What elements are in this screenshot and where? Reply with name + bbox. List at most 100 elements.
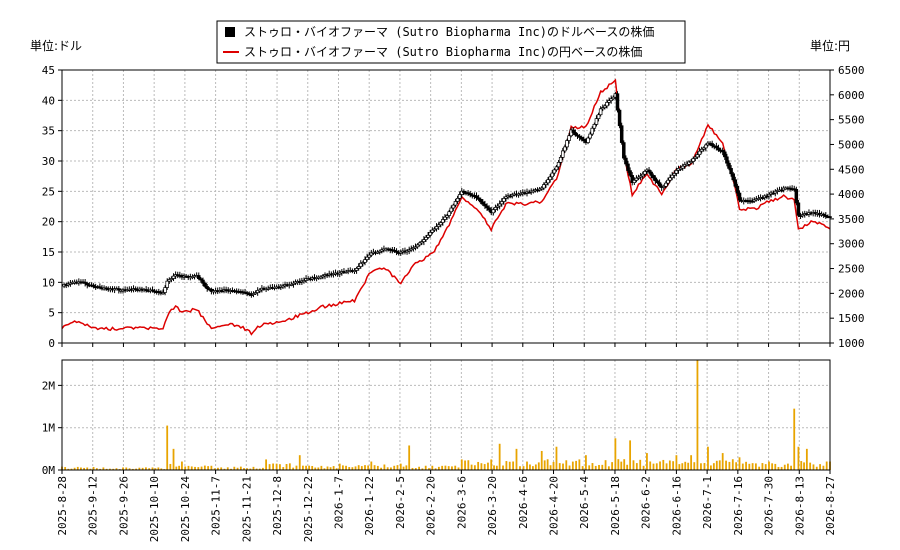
volume-bar	[399, 463, 402, 470]
volume-bar	[223, 468, 226, 470]
volume-bar	[308, 465, 311, 470]
volume-bar	[649, 461, 652, 470]
volume-bar	[451, 466, 453, 470]
volume-bar	[571, 461, 574, 470]
volume-bar	[754, 463, 757, 470]
volume-bar	[790, 465, 792, 470]
usd-candle-body	[434, 226, 439, 230]
usd-candle-body	[760, 197, 765, 199]
usd-candle-body	[640, 173, 645, 177]
volume-bar	[552, 461, 555, 470]
usd-candle-body	[561, 150, 565, 158]
usd-candle-body	[674, 170, 679, 174]
usd-candle-body	[727, 162, 731, 169]
usd-candle-body	[495, 205, 500, 208]
volume-bar	[819, 464, 821, 470]
usd-candle-body	[672, 173, 677, 176]
volume-bar	[226, 467, 229, 470]
volume-bar	[207, 466, 210, 470]
volume-bar	[282, 467, 285, 470]
volume-bar	[761, 463, 764, 470]
usd-candle-body	[548, 176, 552, 181]
usd-candle-body	[117, 288, 121, 291]
volume-bar	[441, 465, 444, 470]
usd-candle-body	[476, 197, 481, 200]
usd-candle-body	[563, 146, 567, 152]
volume-bar	[467, 460, 470, 470]
usd-candle-body	[651, 175, 656, 179]
usd-candle-body	[500, 201, 504, 205]
usd-candle-body	[491, 209, 496, 214]
volume-bar	[70, 468, 73, 470]
volume-bar	[447, 466, 450, 470]
volume-bar	[710, 465, 712, 470]
volume-bar	[534, 464, 537, 470]
volume-bar	[777, 466, 780, 470]
usd-candle-body	[800, 214, 805, 217]
volume-bar	[771, 463, 774, 470]
usd-candle-body	[394, 250, 399, 253]
usd-candle-body	[508, 195, 512, 198]
volume-bar	[626, 464, 629, 470]
usd-candle-body	[552, 169, 557, 174]
date-tick-label: 2025-11-21	[240, 476, 253, 542]
volume-bar	[672, 461, 675, 470]
usd-candle-body	[720, 150, 725, 153]
volume-bar	[138, 467, 141, 470]
date-tick-label: 2025-9-12	[87, 476, 100, 536]
volume-bar	[604, 460, 607, 470]
volume-bar	[696, 360, 699, 470]
volume-bar	[396, 465, 399, 470]
volume-bar	[568, 465, 571, 470]
usd-candle-body	[165, 280, 169, 288]
volume-bar	[738, 457, 741, 470]
volume-bar	[454, 465, 457, 470]
volume-bar	[386, 467, 389, 470]
usd-candle-body	[680, 165, 685, 169]
usd-candle-body	[729, 168, 733, 175]
volume-bar	[460, 459, 463, 470]
date-tick-label: 2025-12-22	[302, 476, 315, 542]
date-tick-label: 2026-6-2	[640, 476, 653, 529]
usd-candle-body	[457, 194, 462, 199]
usd-candle-body	[451, 204, 456, 209]
volume-bar	[203, 465, 206, 470]
volume-bar	[642, 465, 645, 470]
volume-bar	[345, 465, 347, 470]
volume-bar	[200, 466, 203, 470]
left-tick-label: 45	[42, 64, 55, 77]
volume-bar	[424, 465, 427, 470]
left-tick-label: 5	[48, 307, 55, 320]
volume-bar	[393, 465, 396, 470]
volume-bar	[783, 464, 786, 470]
volume-bar	[295, 465, 298, 470]
volume-bar	[601, 464, 604, 470]
volume-bar	[298, 455, 301, 470]
usd-candle-body	[258, 289, 262, 292]
right-tick-label: 4500	[838, 163, 865, 176]
volume-bar	[480, 463, 483, 470]
volume-bar	[172, 448, 175, 470]
volume-bar	[351, 467, 354, 470]
usd-candle-body	[171, 275, 176, 279]
volume-bar	[787, 463, 789, 470]
usd-candle-body	[289, 283, 294, 286]
volume-bar	[703, 463, 706, 470]
usd-candle-body	[779, 189, 784, 192]
volume-bar	[102, 467, 105, 470]
usd-candle-body	[737, 192, 742, 201]
usd-candle-body	[603, 105, 607, 108]
volume-bar	[184, 466, 187, 470]
date-tick-label: 2026-3-20	[486, 476, 499, 536]
volume-bar	[135, 468, 138, 470]
usd-candle-body	[664, 182, 668, 187]
legend: ストゥロ・バイオファーマ (Sutro Biopharma Inc)のドルベース…	[216, 20, 686, 64]
volume-tick-label: 0M	[42, 464, 56, 477]
volume-bar	[305, 465, 307, 470]
date-tick-label: 2025-10-10	[148, 476, 161, 542]
right-tick-label: 2000	[838, 287, 865, 300]
volume-axis: 0M 1M 2M	[42, 379, 62, 477]
usd-candle-body	[689, 161, 693, 164]
usd-candle-body	[337, 272, 342, 275]
usd-candle-body	[634, 177, 639, 181]
